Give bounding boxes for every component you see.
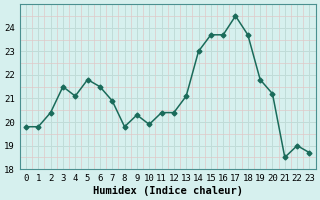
X-axis label: Humidex (Indice chaleur): Humidex (Indice chaleur) bbox=[93, 186, 243, 196]
